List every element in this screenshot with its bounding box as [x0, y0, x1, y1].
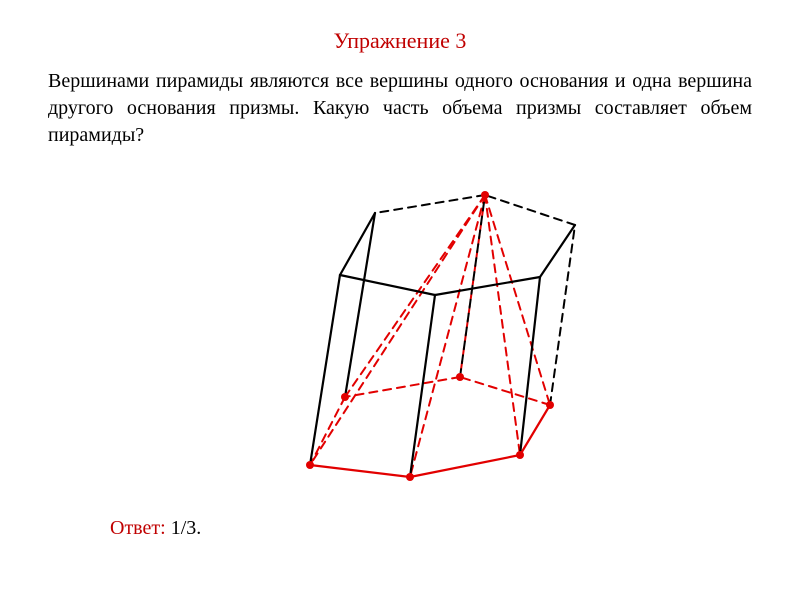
- answer-label: Ответ:: [110, 517, 166, 539]
- answer-value: 1/3.: [166, 517, 202, 539]
- prism-pyramid-diagram: [190, 165, 610, 485]
- answer-row: Ответ: 1/3.: [110, 517, 201, 540]
- problem-text: Вершинами пирамиды являются все вершины …: [48, 68, 752, 149]
- exercise-title: Упражнение 3: [48, 28, 752, 54]
